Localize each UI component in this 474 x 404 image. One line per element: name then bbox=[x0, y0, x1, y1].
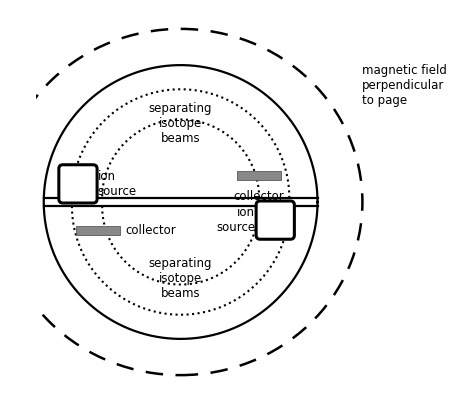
Text: separating
isotope
beams: separating isotope beams bbox=[149, 257, 212, 300]
Text: separating
isotope
beams: separating isotope beams bbox=[149, 102, 212, 145]
Text: magnetic field
perpendicular
to page: magnetic field perpendicular to page bbox=[362, 64, 447, 107]
FancyBboxPatch shape bbox=[256, 201, 294, 239]
Text: collector: collector bbox=[125, 224, 176, 237]
FancyBboxPatch shape bbox=[76, 226, 120, 235]
FancyBboxPatch shape bbox=[237, 171, 281, 180]
Text: ion
source: ion source bbox=[98, 170, 137, 198]
Text: collector: collector bbox=[234, 190, 284, 203]
FancyBboxPatch shape bbox=[59, 165, 97, 203]
Text: ion
source: ion source bbox=[216, 206, 255, 234]
